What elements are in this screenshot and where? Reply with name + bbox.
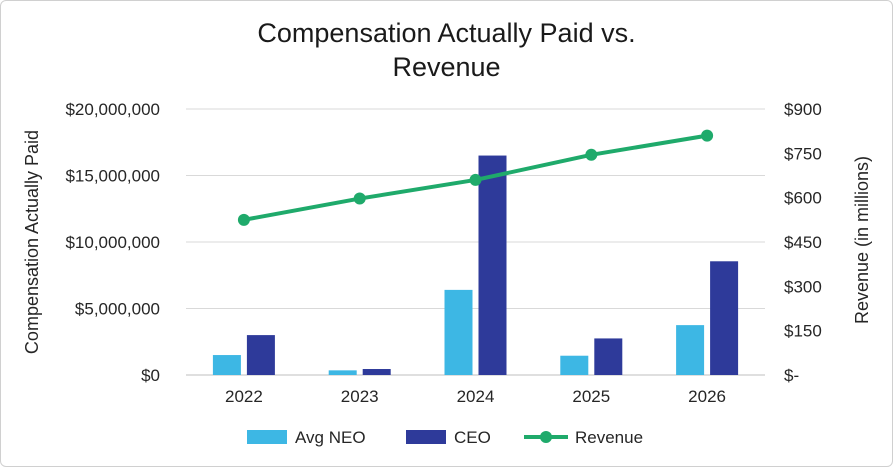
- y-tick-label: $10,000,000: [65, 233, 160, 252]
- legend-swatch-avg-neo: [247, 430, 287, 444]
- y2-tick-label: $750: [784, 144, 822, 163]
- x-tick-label: 2026: [688, 387, 726, 406]
- bar-ceo: [594, 338, 623, 375]
- chart-title: Compensation Actually Paid vs. Revenue: [0, 16, 893, 84]
- bar-avg-neo: [328, 370, 357, 375]
- legend-label-revenue: Revenue: [575, 428, 643, 447]
- y-tick-label: $15,000,000: [65, 167, 160, 186]
- point-revenue: [701, 129, 714, 142]
- y-tick-label: $5,000,000: [75, 300, 160, 319]
- y-tick-label: $20,000,000: [65, 100, 160, 119]
- y2-tick-label: $900: [784, 100, 822, 119]
- bar-ceo: [362, 369, 391, 375]
- point-revenue: [353, 192, 366, 205]
- y-axis-title: Compensation Actually Paid: [22, 130, 42, 354]
- y2-tick-label: $600: [784, 189, 822, 208]
- y2-tick-label: $300: [784, 277, 822, 296]
- chart-title-line-1: Compensation Actually Paid vs.: [257, 18, 636, 48]
- x-tick-label: 2025: [572, 387, 610, 406]
- x-tick-label: 2023: [341, 387, 379, 406]
- point-revenue: [237, 213, 250, 226]
- chart-title-line-2: Revenue: [392, 52, 501, 82]
- point-revenue: [585, 148, 598, 161]
- legend-label-avg-neo: Avg NEO: [295, 428, 366, 447]
- x-tick-label: 2022: [225, 387, 263, 406]
- bar-avg-neo: [444, 289, 473, 375]
- bar-avg-neo: [560, 355, 589, 375]
- legend-label-ceo: CEO: [454, 428, 491, 447]
- legend-swatch-ceo: [406, 430, 446, 444]
- bar-ceo: [246, 335, 275, 375]
- x-tick-label: 2024: [457, 387, 495, 406]
- bar-ceo: [478, 155, 507, 375]
- y2-tick-label: $150: [784, 322, 822, 341]
- point-revenue: [469, 173, 482, 186]
- legend-marker-revenue: [540, 431, 552, 443]
- bar-ceo: [710, 261, 739, 375]
- y2-tick-label: $-: [784, 366, 799, 385]
- bar-avg-neo: [676, 325, 705, 375]
- y2-tick-label: $450: [784, 233, 822, 252]
- bar-avg-neo: [212, 355, 241, 375]
- y-tick-label: $0: [141, 366, 160, 385]
- y2-axis-title: Revenue (in millions): [852, 156, 872, 324]
